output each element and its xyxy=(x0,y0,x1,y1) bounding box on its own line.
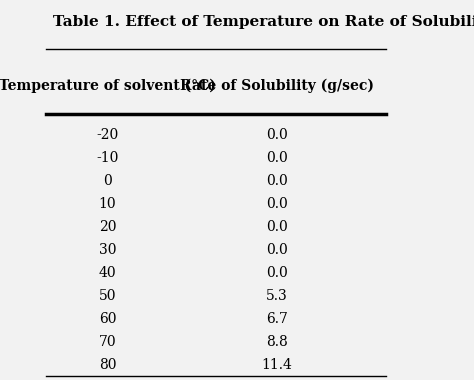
Text: 0.0: 0.0 xyxy=(266,197,288,211)
Text: 11.4: 11.4 xyxy=(262,358,292,372)
Text: 20: 20 xyxy=(99,220,116,234)
Text: 0.0: 0.0 xyxy=(266,266,288,280)
Text: Temperature of solvent (°C): Temperature of solvent (°C) xyxy=(0,78,216,93)
Text: 70: 70 xyxy=(99,335,117,349)
Text: -10: -10 xyxy=(96,151,119,165)
Text: 0.0: 0.0 xyxy=(266,220,288,234)
Text: 80: 80 xyxy=(99,358,116,372)
Text: 0.0: 0.0 xyxy=(266,174,288,188)
Text: 0: 0 xyxy=(103,174,112,188)
Text: 40: 40 xyxy=(99,266,117,280)
Text: 0.0: 0.0 xyxy=(266,128,288,142)
Text: 30: 30 xyxy=(99,243,116,257)
Text: -20: -20 xyxy=(96,128,118,142)
Text: 0.0: 0.0 xyxy=(266,151,288,165)
Text: 50: 50 xyxy=(99,289,116,303)
Text: 6.7: 6.7 xyxy=(266,312,288,326)
Text: Table 1. Effect of Temperature on Rate of Solubility.: Table 1. Effect of Temperature on Rate o… xyxy=(53,15,474,29)
Text: 60: 60 xyxy=(99,312,116,326)
Text: 8.8: 8.8 xyxy=(266,335,288,349)
Text: Rate of Solubility (g/sec): Rate of Solubility (g/sec) xyxy=(180,78,374,93)
Text: 5.3: 5.3 xyxy=(266,289,288,303)
Text: 0.0: 0.0 xyxy=(266,243,288,257)
Text: 10: 10 xyxy=(99,197,117,211)
